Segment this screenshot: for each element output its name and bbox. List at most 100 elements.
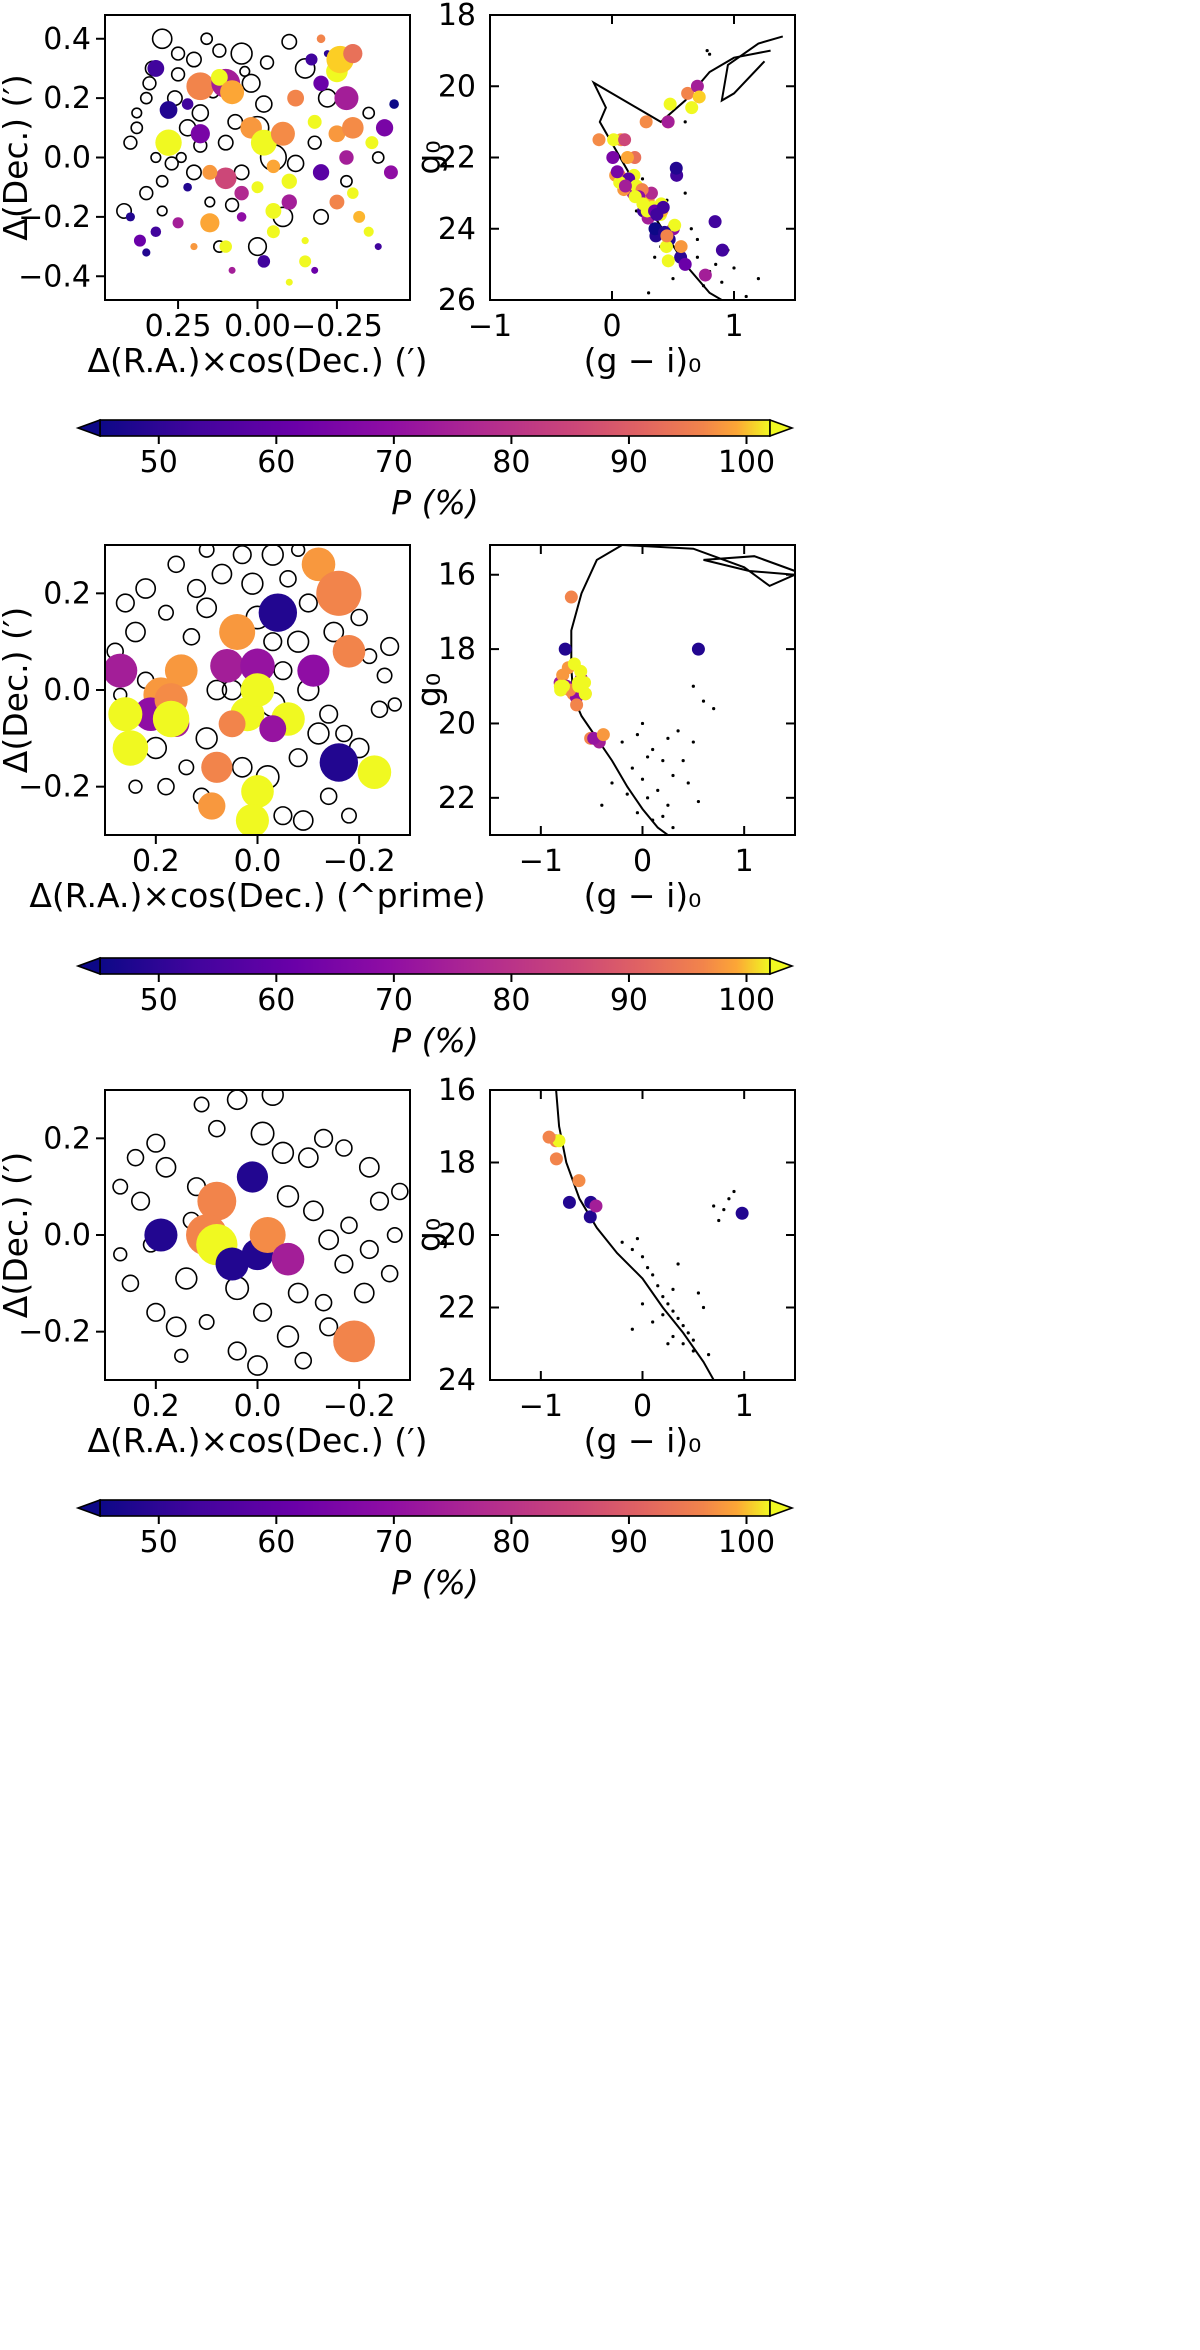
- nonmember-star: [259, 55, 275, 70]
- field-star-dot: [640, 1302, 645, 1306]
- x-tick-label: 0.0: [234, 1389, 282, 1424]
- member-star: [365, 136, 379, 150]
- colorbar-tick-label: 60: [257, 983, 295, 1018]
- x-tick-label: 0.2: [132, 844, 180, 879]
- panel-row3-sky: 0.2 0.0 −0.20.20.0−0.2Δ(R.A.)×cos(Dec.) (′…: [0, 1089, 428, 1460]
- member-star: [219, 240, 232, 253]
- x-axis-label: (g − i)₀: [584, 876, 702, 915]
- nonmember-star: [156, 205, 168, 217]
- y-axis-label: Δ(Dec.) (′): [0, 607, 35, 773]
- x-tick-label: 0.0: [234, 844, 282, 879]
- nonmember-star: [286, 154, 305, 173]
- field-star-dot: [661, 814, 665, 819]
- member-star: [152, 700, 190, 738]
- member-cmd-point: [661, 254, 675, 268]
- nonmember-star: [319, 704, 339, 724]
- colorbar-extend-low: [75, 956, 101, 976]
- member-cmd-point: [596, 728, 610, 742]
- member-star: [316, 34, 326, 44]
- nonmember-star: [227, 113, 244, 130]
- y-tick-label: 0.2: [43, 1121, 91, 1156]
- x-tick-label: −1: [519, 844, 563, 879]
- field-star-dot: [625, 792, 629, 796]
- member-cmd-point: [685, 101, 699, 115]
- y-tick-label: 22: [438, 1291, 476, 1326]
- colorbar-tick-label: 70: [375, 1525, 413, 1560]
- x-tick-label: −0.25: [291, 309, 383, 344]
- member-cmd-point: [574, 664, 588, 678]
- member-cmd-point: [570, 698, 584, 712]
- field-star-dot: [701, 284, 706, 288]
- member-star: [347, 187, 359, 199]
- nonmember-star: [232, 545, 252, 565]
- member-star: [201, 751, 233, 783]
- member-cmd-point: [564, 590, 578, 604]
- nonmember-star: [359, 1239, 379, 1260]
- field-star-dot: [686, 781, 690, 785]
- y-tick-label: 0.0: [43, 1218, 91, 1253]
- nonmember-star: [125, 621, 146, 643]
- nonmember-star: [224, 197, 240, 213]
- member-cmd-point: [663, 97, 677, 111]
- member-star: [297, 654, 330, 687]
- nonmember-star: [123, 135, 138, 150]
- member-cmd-point: [691, 642, 705, 656]
- field-star-dot: [727, 1197, 731, 1201]
- plot-area: [116, 28, 399, 286]
- y-axis-label: g₀: [409, 140, 448, 174]
- colorbar-tick-label: 60: [257, 445, 295, 480]
- member-cmd-point: [554, 683, 568, 697]
- y-tick-label: 18: [438, 1146, 476, 1181]
- nonmember-star: [252, 1302, 273, 1322]
- nonmember-star: [175, 151, 187, 164]
- nonmember-star: [273, 806, 293, 826]
- member-star: [250, 129, 277, 156]
- member-star: [183, 182, 192, 192]
- member-star: [285, 278, 293, 286]
- member-star: [266, 225, 280, 239]
- field-star-dot: [666, 803, 670, 807]
- member-cmd-point: [660, 229, 674, 243]
- member-star: [236, 212, 247, 222]
- member-star: [266, 159, 281, 174]
- member-star: [259, 715, 287, 743]
- nonmember-star: [340, 1216, 358, 1235]
- colorbar-tick-label: 80: [492, 445, 530, 480]
- nonmember-star: [196, 597, 218, 619]
- member-star: [155, 129, 182, 156]
- member-star: [164, 654, 198, 687]
- nonmember-star: [247, 1355, 268, 1376]
- y-tick-label: 22: [438, 781, 476, 816]
- panel-row1-cmd: −1 0 1 18 20 22 24 26 (g − i)₀ g₀: [409, 0, 796, 380]
- field-star-dot: [651, 1320, 655, 1324]
- member-star: [108, 697, 143, 732]
- member-cmd-point: [659, 240, 673, 254]
- member-star: [240, 648, 275, 684]
- nonmember-star: [353, 1282, 375, 1304]
- y-tick-label: 20: [438, 1218, 476, 1253]
- member-star: [313, 75, 329, 91]
- panel-row3-cmd: −1 0 1 16 18 20 22 24 (g − i)₀ g₀: [409, 1073, 796, 1460]
- colorbar-tick-label: 90: [610, 1525, 648, 1560]
- member-star: [343, 43, 363, 64]
- member-star: [214, 167, 237, 190]
- field-star-dot: [756, 277, 761, 281]
- member-star: [301, 547, 336, 582]
- field-star-dot: [691, 1349, 695, 1353]
- x-tick-label: 0: [602, 309, 621, 344]
- colorbar-3: 50 60 70 80 90 100 P (%): [75, 1498, 795, 1602]
- nonmember-star: [198, 1314, 215, 1331]
- nonmember-star: [340, 807, 357, 824]
- member-cmd-point: [674, 240, 688, 254]
- field-star-dot: [712, 1204, 716, 1208]
- field-star-dot: [600, 803, 604, 807]
- member-star: [133, 234, 146, 247]
- nonmember-star: [158, 604, 175, 621]
- y-tick-label: 22: [438, 141, 476, 176]
- member-star: [375, 119, 394, 137]
- nonmember-star: [317, 88, 337, 108]
- x-tick-label: −1: [468, 309, 512, 344]
- member-star: [249, 1217, 286, 1253]
- field-star-dot: [689, 227, 693, 231]
- nonmember-star: [191, 104, 210, 122]
